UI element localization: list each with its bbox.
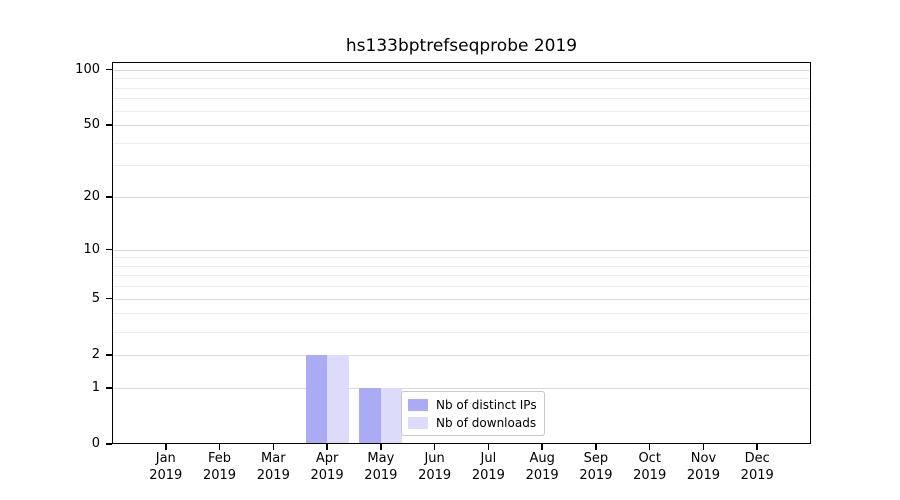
gridline-minor	[113, 313, 810, 315]
gridline-minor	[113, 331, 810, 333]
legend-swatch-distinct-ips	[408, 399, 428, 411]
y-tick-label: 5	[91, 290, 100, 306]
gridline-major	[113, 298, 810, 300]
gridline-major	[113, 249, 810, 251]
x-tick-year: 2019	[202, 468, 237, 483]
gridline-minor	[113, 257, 810, 259]
x-tick-month: Jun	[424, 451, 445, 466]
legend-item-downloads: Nb of downloads	[408, 415, 537, 431]
x-tick	[756, 444, 758, 450]
y-tick	[106, 354, 112, 356]
gridline-major	[113, 125, 810, 127]
x-tick-month: Mar	[261, 451, 286, 466]
y-tick	[106, 124, 112, 126]
x-tick-label: Jun 2019	[403, 450, 467, 484]
y-tick-label: 1	[91, 379, 100, 395]
gridline-major	[113, 387, 810, 389]
x-tick-label: Sep 2019	[564, 450, 628, 484]
x-tick-year: 2019	[471, 468, 505, 483]
x-tick-label: Jan 2019	[134, 450, 198, 484]
y-tick-label: 20	[83, 189, 100, 205]
x-tick	[487, 444, 490, 450]
legend-label-downloads: Nb of downloads	[436, 416, 537, 430]
x-tick-label: Nov 2019	[671, 450, 735, 484]
bar-nb-of-downloads	[380, 387, 403, 444]
x-tick-year: 2019	[633, 468, 667, 483]
x-tick	[218, 444, 221, 450]
y-tick-label: 50	[83, 117, 100, 133]
x-tick	[541, 444, 543, 450]
x-tick-month: Jul	[480, 451, 497, 466]
x-tick-label: Dec 2019	[725, 450, 789, 484]
x-tick-label: Mar 2019	[241, 450, 305, 484]
gridline-minor	[113, 110, 810, 112]
gridline-minor	[113, 265, 810, 267]
x-tick-month: Oct	[638, 451, 661, 466]
y-tick-label: 10	[83, 241, 100, 257]
x-tick-year: 2019	[740, 468, 774, 483]
x-tick	[272, 444, 275, 450]
x-tick	[595, 444, 597, 450]
x-tick-year: 2019	[579, 468, 613, 483]
y-tick	[106, 387, 112, 389]
gridline-minor	[113, 98, 810, 100]
x-tick-month: Feb	[208, 451, 232, 466]
x-tick	[326, 444, 328, 450]
x-tick	[648, 444, 651, 450]
x-tick-label: Apr 2019	[295, 450, 359, 484]
x-tick-year: 2019	[418, 468, 452, 483]
y-tick	[106, 443, 112, 445]
x-tick-year: 2019	[525, 468, 559, 483]
x-tick-label: Oct 2019	[618, 450, 682, 484]
x-tick	[433, 444, 436, 450]
x-tick-month: Aug	[529, 451, 555, 466]
gridline-minor	[113, 286, 810, 288]
gridline-minor	[113, 275, 810, 277]
y-tick-label: 2	[91, 346, 100, 362]
legend-label-distinct-ips: Nb of distinct IPs	[436, 398, 537, 412]
y-tick	[106, 68, 112, 71]
gridline-minor	[113, 165, 810, 167]
bar-nb-of-distinct-ips	[359, 387, 381, 444]
bar-nb-of-distinct-ips	[305, 354, 328, 444]
gridline-minor	[113, 142, 810, 144]
y-tick	[106, 297, 112, 300]
gridline-minor	[113, 78, 810, 80]
x-tick-month: Nov	[690, 451, 717, 466]
gridline-minor	[113, 87, 810, 89]
gridline-major	[113, 69, 810, 71]
y-tick	[106, 196, 112, 198]
x-tick-month: Dec	[744, 451, 770, 466]
gridline-major	[113, 354, 810, 356]
x-tick	[702, 444, 705, 450]
x-tick	[380, 444, 382, 450]
bar-nb-of-downloads	[327, 354, 349, 444]
x-tick-year: 2019	[256, 468, 290, 483]
x-tick-month: Jan	[155, 451, 176, 466]
x-tick-year: 2019	[686, 468, 720, 483]
legend-swatch-downloads	[408, 417, 428, 429]
x-tick-label: May 2019	[349, 450, 413, 484]
x-tick-label: Jul 2019	[456, 450, 520, 484]
x-tick-month: May	[367, 451, 395, 466]
y-tick	[106, 248, 112, 251]
y-tick-label: 100	[75, 61, 100, 77]
legend: Nb of distinct IPs Nb of downloads	[401, 391, 545, 436]
x-tick-year: 2019	[364, 468, 398, 483]
y-tick-label: 0	[91, 436, 100, 451]
x-tick-month: Apr	[315, 451, 339, 466]
x-tick-year: 2019	[310, 468, 344, 483]
x-tick-month: Sep	[583, 451, 609, 466]
plot-area	[112, 62, 811, 444]
x-tick-label: Feb 2019	[188, 450, 252, 484]
gridline-major	[113, 197, 810, 199]
legend-item-distinct-ips: Nb of distinct IPs	[408, 397, 537, 413]
x-tick	[165, 444, 167, 450]
x-tick-year: 2019	[149, 468, 183, 483]
chart-title: hs133bptrefseqprobe 2019	[345, 36, 578, 56]
x-tick-label: Aug 2019	[510, 450, 574, 484]
